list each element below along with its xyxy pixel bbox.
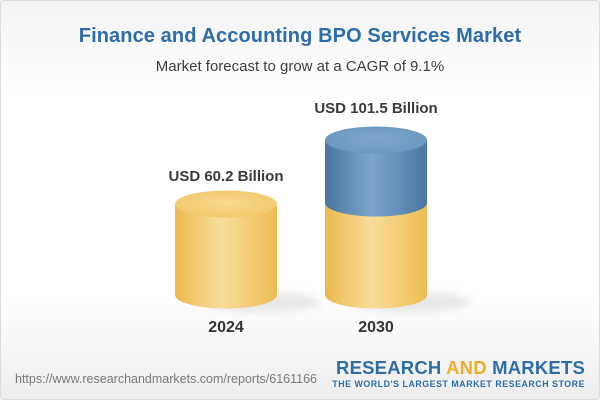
logo-wordmark: RESEARCH AND MARKETS: [332, 356, 585, 378]
value-label-2030: USD 101.5 Billion: [314, 100, 437, 117]
report-url: https://www.researchandmarkets.com/repor…: [15, 372, 317, 386]
page-subtitle: Market forecast to grow at a CAGR of 9.1…: [155, 58, 445, 75]
research-and-markets-logo: RESEARCH AND MARKETS THE WORLD'S LARGEST…: [332, 356, 585, 390]
logo-tagline: THE WORLD'S LARGEST MARKET RESEARCH STOR…: [332, 379, 585, 390]
bar-2030-blue-bottom: [325, 189, 427, 217]
page-title: Finance and Accounting BPO Services Mark…: [78, 25, 522, 47]
value-label-2024: USD 60.2 Billion: [168, 168, 283, 185]
bar-2024-body: [175, 204, 277, 295]
logo-word-markets: MARKETS: [492, 356, 585, 378]
bar-2024-top: [175, 190, 277, 218]
bar-2030: [325, 126, 471, 312]
year-label-2030: 2030: [358, 319, 394, 336]
logo-word-and: AND: [446, 356, 487, 378]
bar-2030-bottom: [325, 281, 427, 309]
logo-word-research: RESEARCH: [336, 356, 442, 378]
bar-2024-bottom: [175, 281, 277, 309]
year-label-2024: 2024: [208, 319, 244, 336]
bar-2030-top: [325, 126, 427, 154]
bar-2024: [175, 190, 321, 312]
bar-2030-yellow-body: [325, 203, 427, 295]
